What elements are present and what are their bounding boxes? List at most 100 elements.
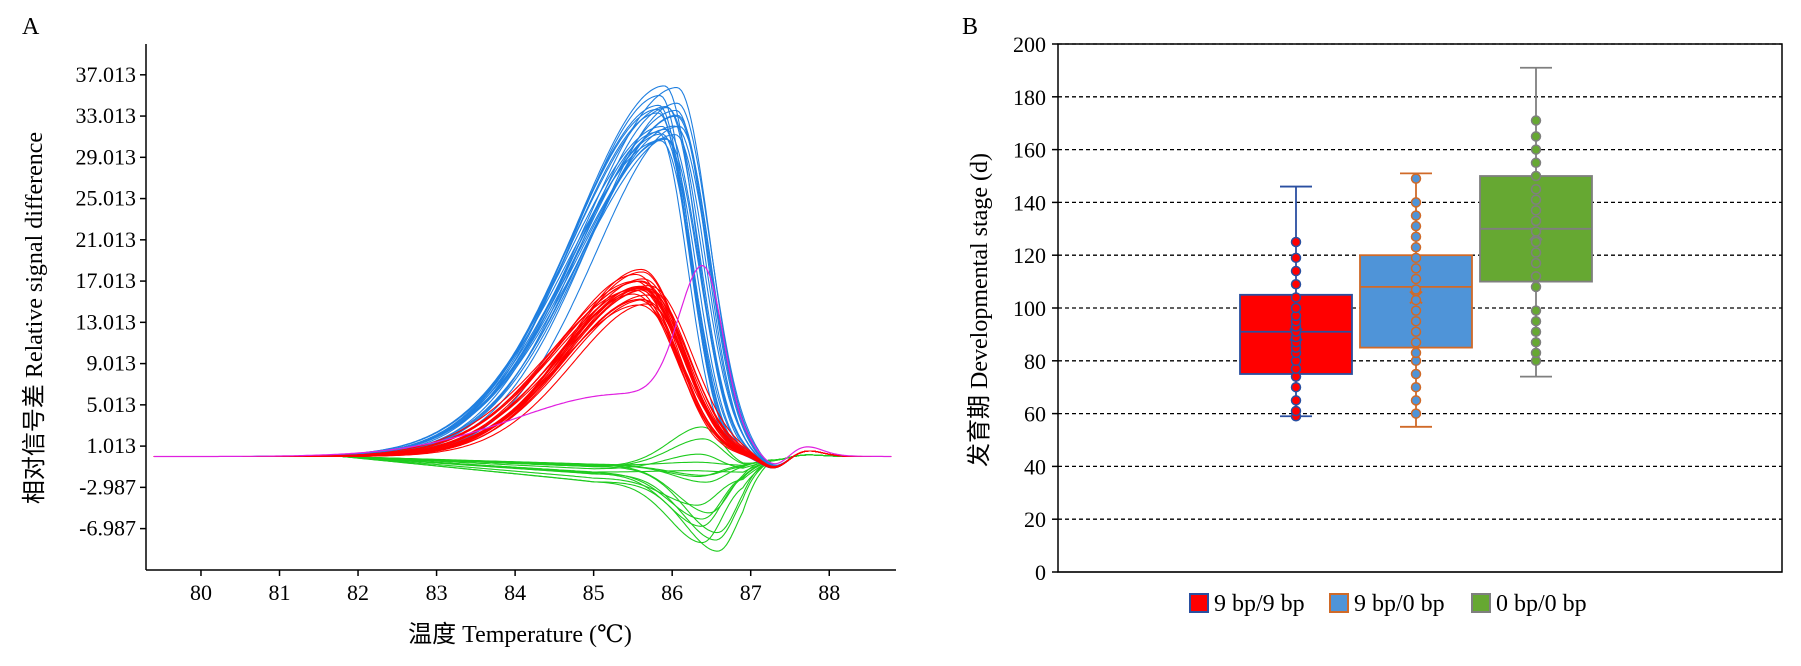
b-y-tick-label: 0 (1035, 560, 1046, 585)
b-y-tick-label: 20 (1024, 507, 1046, 532)
legend-swatch (1329, 593, 1349, 613)
panel-a-label: A (22, 14, 40, 40)
data-point (1410, 252, 1422, 264)
data-point (1290, 381, 1302, 393)
b-y-tick-label: 180 (1013, 85, 1046, 110)
melt-curve (153, 108, 892, 469)
data-point (1410, 368, 1422, 380)
data-point (1410, 395, 1422, 406)
melt-curve (153, 131, 892, 469)
melt-curve (153, 288, 892, 468)
panel-b-label: B (962, 14, 978, 40)
melt-curve (153, 285, 892, 467)
data-point (1530, 183, 1542, 195)
legend-label: 0 bp/0 bp (1496, 591, 1587, 617)
a-y-tick-label: 37.013 (76, 62, 137, 87)
b-gridlines (1058, 43, 1782, 573)
data-point (1410, 210, 1422, 221)
melt-curve (153, 125, 892, 469)
melt-curve (153, 85, 892, 469)
data-point (1530, 115, 1542, 126)
b-y-axis-title: 发育期 Developmental stage (d) (966, 153, 993, 467)
data-point (1530, 215, 1542, 227)
melt-curve (153, 134, 892, 468)
data-point (1290, 236, 1302, 248)
a-y-tick-label: 21.013 (76, 227, 137, 252)
data-point (1410, 173, 1422, 184)
b-y-tick-label: 160 (1013, 138, 1046, 163)
melt-curve (153, 286, 892, 468)
data-point (1530, 170, 1542, 182)
data-point (1530, 315, 1542, 327)
data-point (1290, 278, 1302, 290)
data-point (1530, 144, 1542, 155)
a-x-tick-label: 81 (269, 580, 291, 605)
melt-curve (153, 109, 892, 468)
melt-curve (153, 125, 892, 467)
legend-label: 9 bp/9 bp (1214, 591, 1305, 617)
data-point (1410, 408, 1422, 419)
b-y-tick-label: 80 (1024, 349, 1046, 374)
melt-curve (153, 133, 892, 469)
melt-curve (153, 95, 892, 469)
melt-curve (153, 106, 892, 468)
melt-curve (153, 138, 892, 468)
a-y-tick-label: 9.013 (87, 351, 137, 376)
a-y-tick-label: 17.013 (76, 268, 137, 293)
melt-curve (153, 289, 892, 469)
data-point (1290, 395, 1302, 406)
melt-curve (153, 426, 892, 467)
data-point (1530, 236, 1542, 248)
melt-curve (153, 265, 892, 465)
data-point (1290, 405, 1302, 417)
a-x-tick-label: 87 (740, 580, 762, 605)
melt-curve (153, 287, 892, 469)
a-y-tick-label: -2.987 (79, 474, 136, 499)
b-y-tick-label: 40 (1024, 454, 1046, 479)
data-point (1410, 231, 1422, 242)
a-y-axis-title: 相对信号差 Relative signal difference (21, 132, 48, 504)
a-x-tick-label: 88 (818, 580, 840, 605)
data-point (1530, 257, 1542, 269)
melt-curve (153, 287, 892, 468)
data-point (1290, 302, 1302, 314)
melt-curve (153, 299, 892, 468)
data-point (1410, 242, 1422, 253)
data-point (1410, 347, 1422, 359)
b-y-tick-label: 140 (1013, 190, 1046, 215)
data-point (1530, 305, 1542, 316)
data-point (1410, 305, 1422, 316)
melt-curve (153, 115, 892, 467)
box-group (1479, 66, 1593, 378)
data-point (1410, 337, 1422, 348)
melt-curve (153, 288, 892, 468)
melt-curves (153, 85, 892, 552)
data-point (1410, 294, 1422, 306)
data-point (1290, 292, 1302, 303)
melt-curve (153, 298, 892, 469)
melt-curve (153, 112, 892, 469)
melt-curve (153, 273, 892, 469)
data-point (1410, 381, 1422, 393)
a-x-tick-label: 86 (661, 580, 683, 605)
box-group (1239, 185, 1353, 422)
melt-curve (153, 299, 892, 469)
a-x-tick-label: 83 (426, 580, 448, 605)
legend-swatch (1189, 593, 1209, 613)
data-point (1530, 337, 1542, 348)
data-point (1410, 273, 1422, 285)
melt-curve (153, 107, 892, 468)
a-x-tick-label: 84 (504, 580, 526, 605)
data-point (1530, 205, 1542, 216)
a-y-tick-label: 25.013 (76, 186, 137, 211)
legend-swatch (1471, 593, 1491, 613)
a-y-tick-label: -6.987 (79, 516, 136, 541)
box-plot-chart: 0 20 40 60 80 100 120 140 160 180 200 发育期 Developm… (966, 32, 1783, 617)
melt-curve (153, 454, 892, 534)
data-point (1530, 326, 1542, 338)
box-group (1359, 172, 1473, 428)
b-y-tick-label: 100 (1013, 296, 1046, 321)
data-point (1530, 194, 1542, 206)
data-point (1410, 197, 1422, 208)
